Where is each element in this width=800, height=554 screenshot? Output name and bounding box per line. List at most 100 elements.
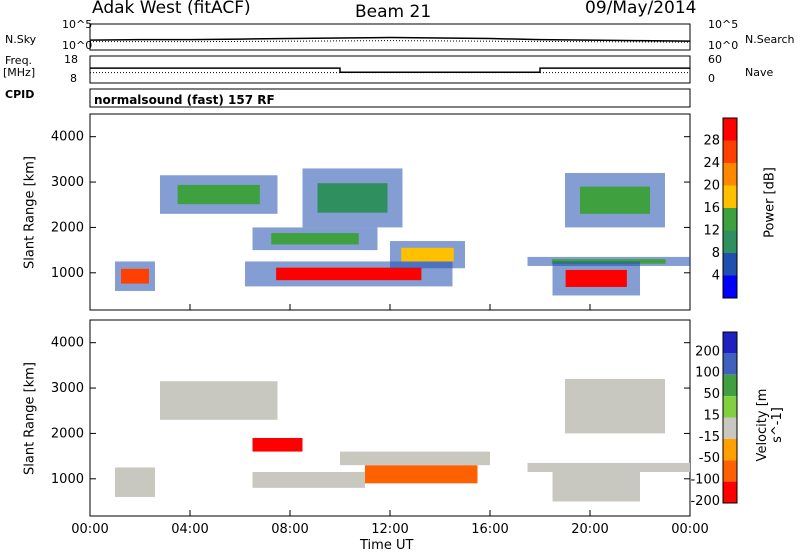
nave-right-top-tick: 60 [708, 53, 722, 66]
power-colorbar-tick: 28 [703, 134, 720, 149]
nave-label: Nave [745, 66, 774, 79]
power-colorbar-tick: 20 [703, 179, 720, 194]
power-region-core [317, 183, 388, 213]
y-tick-label: 4000 [51, 336, 84, 351]
power-region-core [580, 186, 650, 214]
x-tick-label: 16:00 [471, 522, 508, 537]
velocity-colorbar: 200 100 50 15 -15 -50 -100 -200 [690, 331, 738, 509]
power-colorbar-segment [723, 275, 737, 298]
y-tick-label: 3000 [51, 381, 84, 396]
velocity-data-group [115, 378, 690, 502]
x-tick-label: 00:00 [71, 522, 108, 537]
beam-title: Beam 21 [355, 2, 432, 22]
noise-panel-frame [89, 23, 691, 51]
velocity-colorbar-frame [722, 331, 738, 504]
freq-left-top-tick: 18 [64, 53, 78, 66]
velocity-colorbar-segment [723, 374, 737, 397]
freq-panel-frame [89, 55, 691, 84]
date-title: 09/May/2014 [585, 0, 697, 18]
noise-sky-line [89, 36, 691, 42]
noise-search-line [90, 40, 691, 43]
x-axis-label: Time UT [360, 538, 414, 553]
noise-right-top-tick: 10^5 [708, 18, 739, 31]
x-tick-label: 00:00 [671, 522, 708, 537]
velocity-colorbar-segment [723, 353, 737, 375]
velocity-colorbar-tick: 15 [703, 408, 720, 423]
power-region-core [271, 233, 359, 245]
y-tick-label: 3000 [51, 175, 84, 190]
power-colorbar-segment [723, 253, 737, 276]
velocity-region [115, 467, 155, 497]
velocity-colorbar-tick: -15 [699, 430, 720, 445]
power-region-core [401, 247, 454, 262]
power-region-core [551, 259, 666, 264]
nsky-label: N.Sky [5, 33, 37, 46]
noise-left-top-tick: 10^5 [62, 18, 93, 31]
noise-series-group [89, 36, 691, 43]
freq-line [90, 67, 690, 73]
y-tick-label: 4000 [51, 130, 84, 145]
freq-series-group [90, 67, 690, 74]
velocity-colorbar-tick: 100 [695, 366, 720, 381]
velocity-region [252, 437, 303, 452]
power-colorbar-segment [723, 208, 737, 231]
freq-label: Freq. [5, 54, 33, 67]
velocity-colorbar-tick: -200 [690, 494, 720, 509]
noise-right-bottom-tick: 10^0 [708, 39, 739, 52]
velocity-colorbar-segment [723, 481, 737, 503]
nave-right-bottom-tick: 0 [708, 72, 715, 85]
velocity-colorbar-segment [723, 460, 737, 482]
velocity-colorbar-segment [723, 332, 737, 354]
freq-left-bottom-tick: 8 [70, 72, 77, 85]
velocity-region [565, 378, 665, 434]
power-colorbar-segment [723, 140, 737, 163]
noise-left-bottom-tick: 10^0 [62, 39, 93, 52]
power-colorbar-segment [723, 185, 737, 208]
power-colorbar-segment [723, 230, 737, 253]
x-tick-label: 04:00 [171, 522, 208, 537]
power-colorbar-tick: 8 [712, 246, 720, 261]
velocity-region [160, 381, 278, 420]
velocity-colorbar-tick: -50 [699, 451, 720, 466]
power-colorbar-tick: 16 [703, 201, 720, 216]
power-colorbar-segment [723, 163, 737, 186]
velocity-y-axis-label: Slant Range [km] [22, 362, 38, 475]
y-tick-label: 2000 [51, 220, 84, 235]
velocity-colorbar-segment [723, 396, 737, 418]
cpid-label: CPID [5, 88, 35, 101]
power-region-core [121, 268, 149, 284]
freq-unit-label: [MHz] [3, 66, 36, 79]
velocity-region [552, 467, 640, 502]
cpid-panel-frame [89, 88, 691, 108]
power-region-core [565, 269, 627, 287]
velocity-colorbar-segment [723, 438, 737, 461]
power-region-core [276, 267, 422, 281]
velocity-colorbar-tick: 200 [695, 344, 720, 359]
power-colorbar-tick: 4 [712, 269, 720, 284]
x-tick-label: 12:00 [371, 522, 408, 537]
x-tick-label: 20:00 [571, 522, 608, 537]
x-tick-label: 08:00 [271, 522, 308, 537]
velocity-colorbar-segment [723, 417, 737, 439]
velocity-region [527, 462, 690, 472]
velocity-colorbar-label: Velocity [m s^-1] [755, 388, 785, 462]
power-colorbar-tick: 24 [703, 156, 720, 171]
y-tick-label: 2000 [51, 426, 84, 441]
power-colorbar-tick: 12 [703, 224, 720, 239]
station-title: Adak West (fitACF) [92, 0, 251, 18]
velocity-region [365, 465, 478, 484]
velocity-colorbar-tick: 50 [703, 387, 720, 402]
power-colorbar-label: Power [dB] [762, 167, 778, 238]
power-region-core [177, 184, 260, 205]
power-colorbar-frame [722, 117, 738, 299]
power-colorbar-segment [723, 118, 737, 141]
power-data-group [115, 168, 690, 296]
y-tick-label: 1000 [51, 472, 84, 487]
nsearch-label: N.Search [745, 33, 795, 46]
power-colorbar: 4 8 12 16 20 24 28 [703, 117, 738, 299]
velocity-colorbar-tick: -100 [690, 473, 720, 488]
axes-ticks-group: 00:00 04:00 08:00 12:00 16:00 20:00 00:00 1000 2… [51, 130, 709, 537]
velocity-region [252, 471, 365, 488]
power-y-axis-label: Slant Range [km] [22, 156, 38, 269]
